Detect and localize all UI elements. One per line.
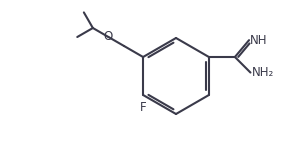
Text: NH₂: NH₂ [251,66,274,79]
Text: O: O [104,30,113,44]
Text: F: F [140,101,146,114]
Text: NH: NH [250,34,267,47]
